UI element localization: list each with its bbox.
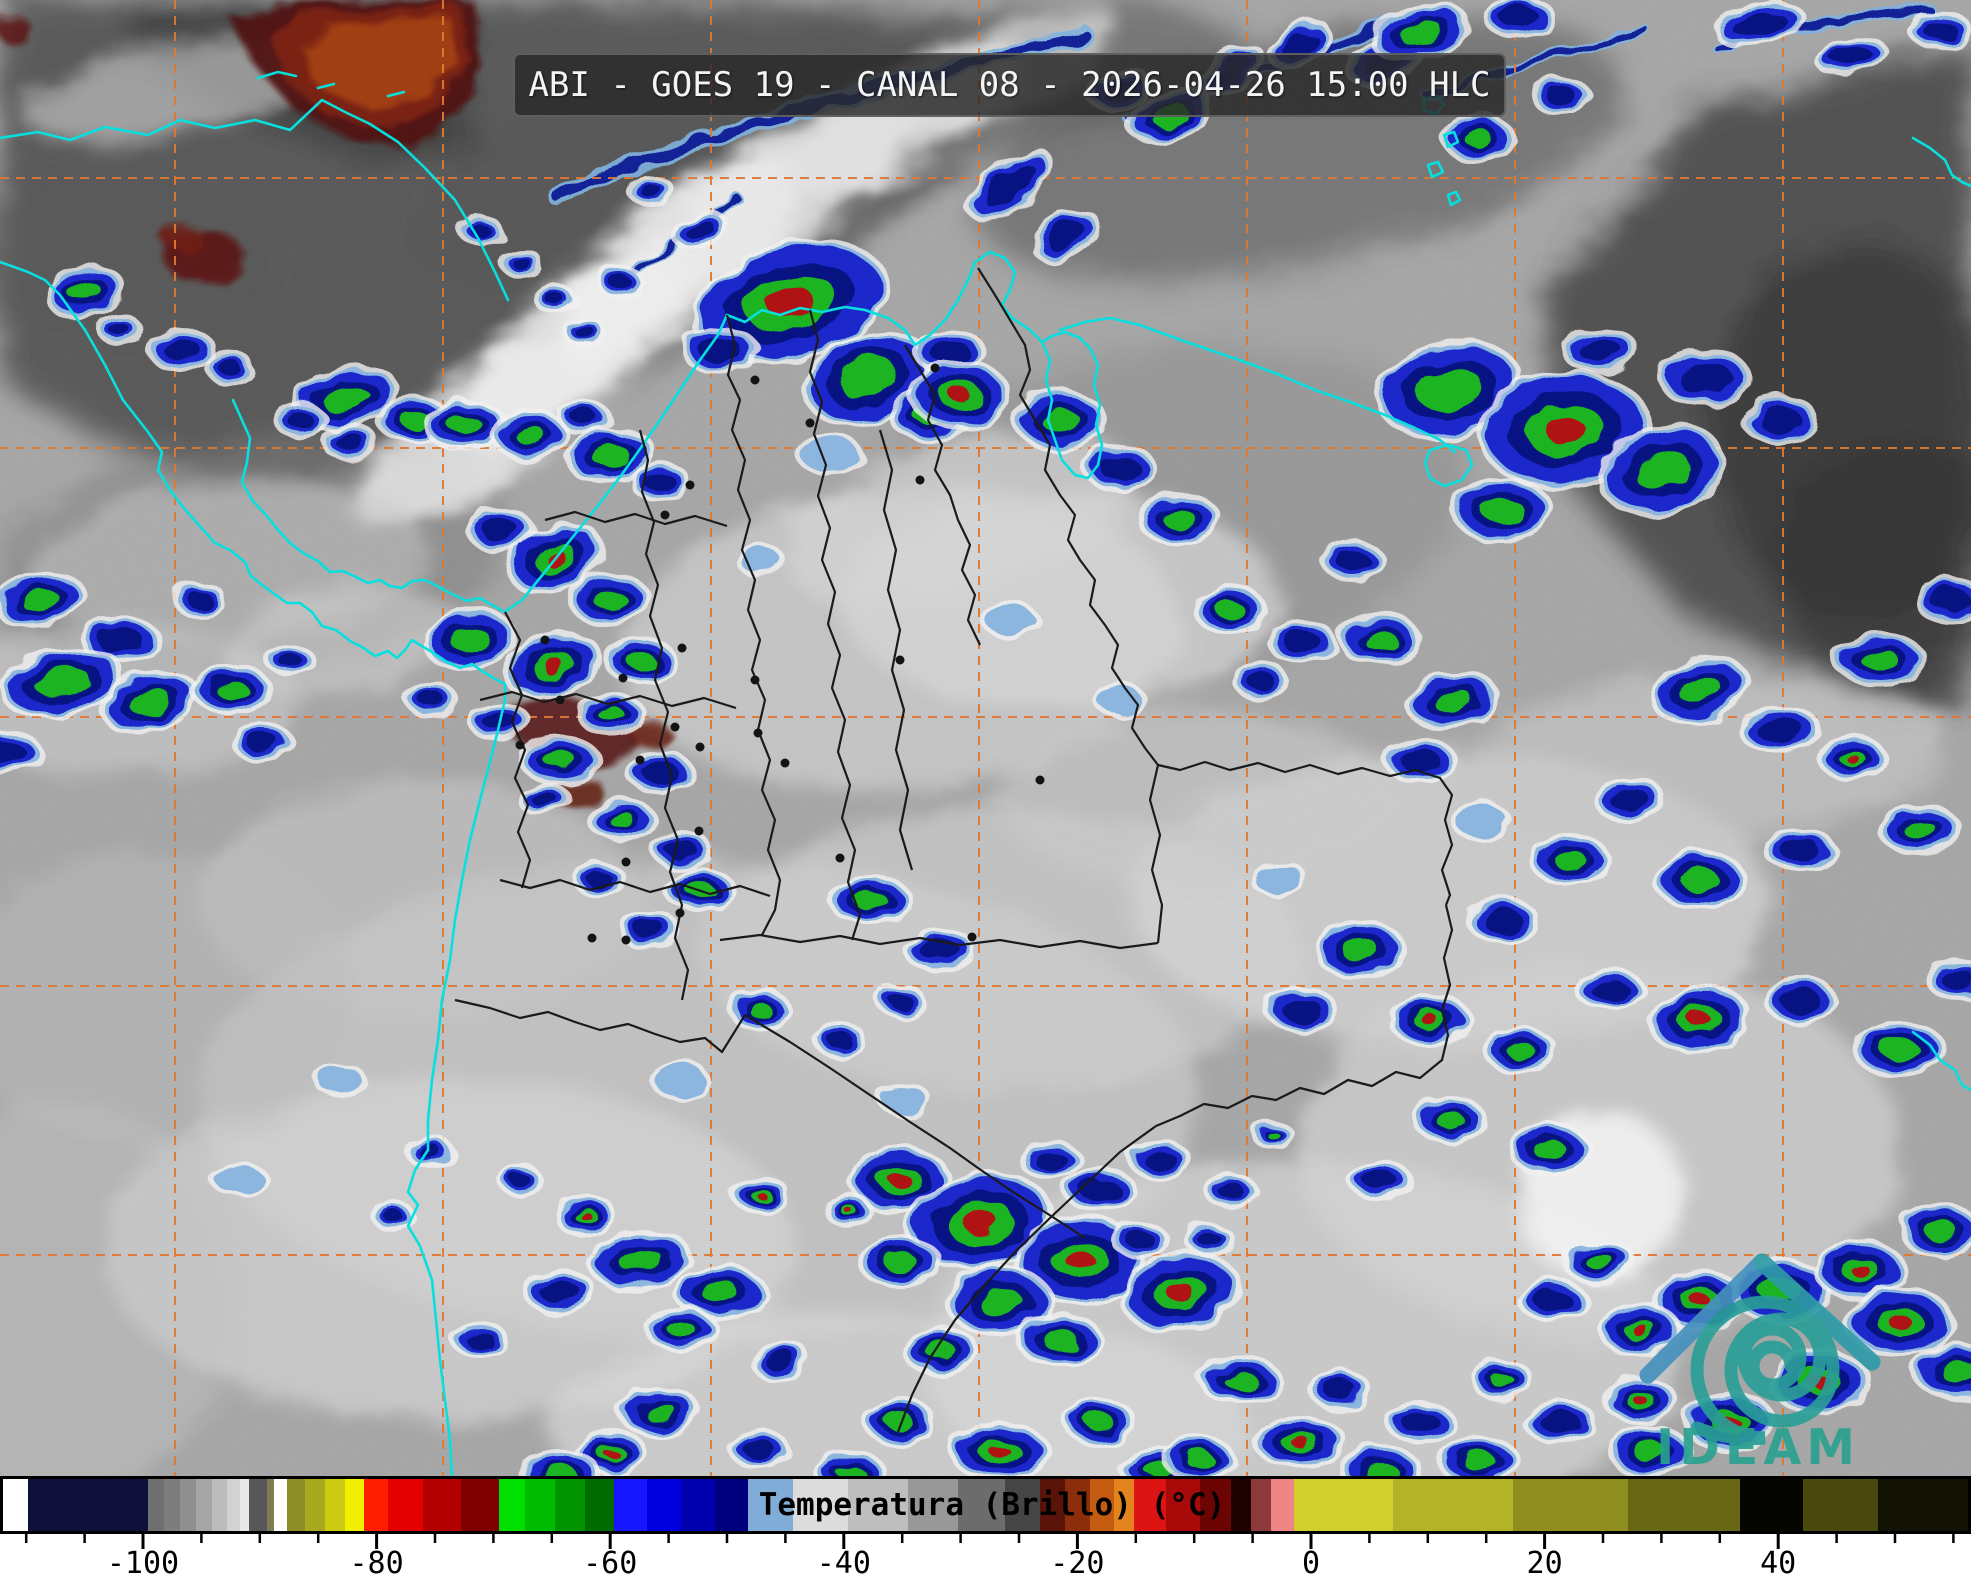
colorbar-tick-label: -60 (583, 1546, 637, 1577)
ideam-logo-roof-right (1753, 1253, 1881, 1371)
colorbar: -100 -80 -60 -40 -20 0 20 40 Temperatura (Brill… (0, 1476, 1971, 1577)
colorbar-tick-label: -100 (107, 1546, 179, 1577)
colorbar-tick-label: -80 (350, 1546, 404, 1577)
colorbar-axis: -100 -80 -60 -40 -20 0 20 40 (24, 1534, 1955, 1577)
colorbar-title: Temperatura (Brillo) (°C) (758, 1487, 1226, 1523)
title-bar: ABI - GOES 19 - CANAL 08 - 2026-04-26 15… (513, 53, 1506, 117)
colorbar-tick-label: -20 (1050, 1546, 1104, 1577)
ideam-logo-text: IDEAM (1656, 1419, 1860, 1476)
colorbar-tick-label: 40 (1760, 1546, 1796, 1577)
colorbar-axis-background (0, 1534, 1971, 1577)
colorbar-tick-label: -40 (817, 1546, 871, 1577)
ideam-logo-spiral-icon (1690, 1295, 1840, 1446)
ideam-logo-roof-left (1639, 1253, 1771, 1384)
title-text: ABI - GOES 19 - CANAL 08 - 2026-04-26 15… (528, 65, 1491, 105)
colorbar-strip (0, 1476, 1971, 1534)
colorbar-tick-label: 20 (1527, 1546, 1563, 1577)
colorbar-tick-label: 0 (1302, 1546, 1320, 1577)
